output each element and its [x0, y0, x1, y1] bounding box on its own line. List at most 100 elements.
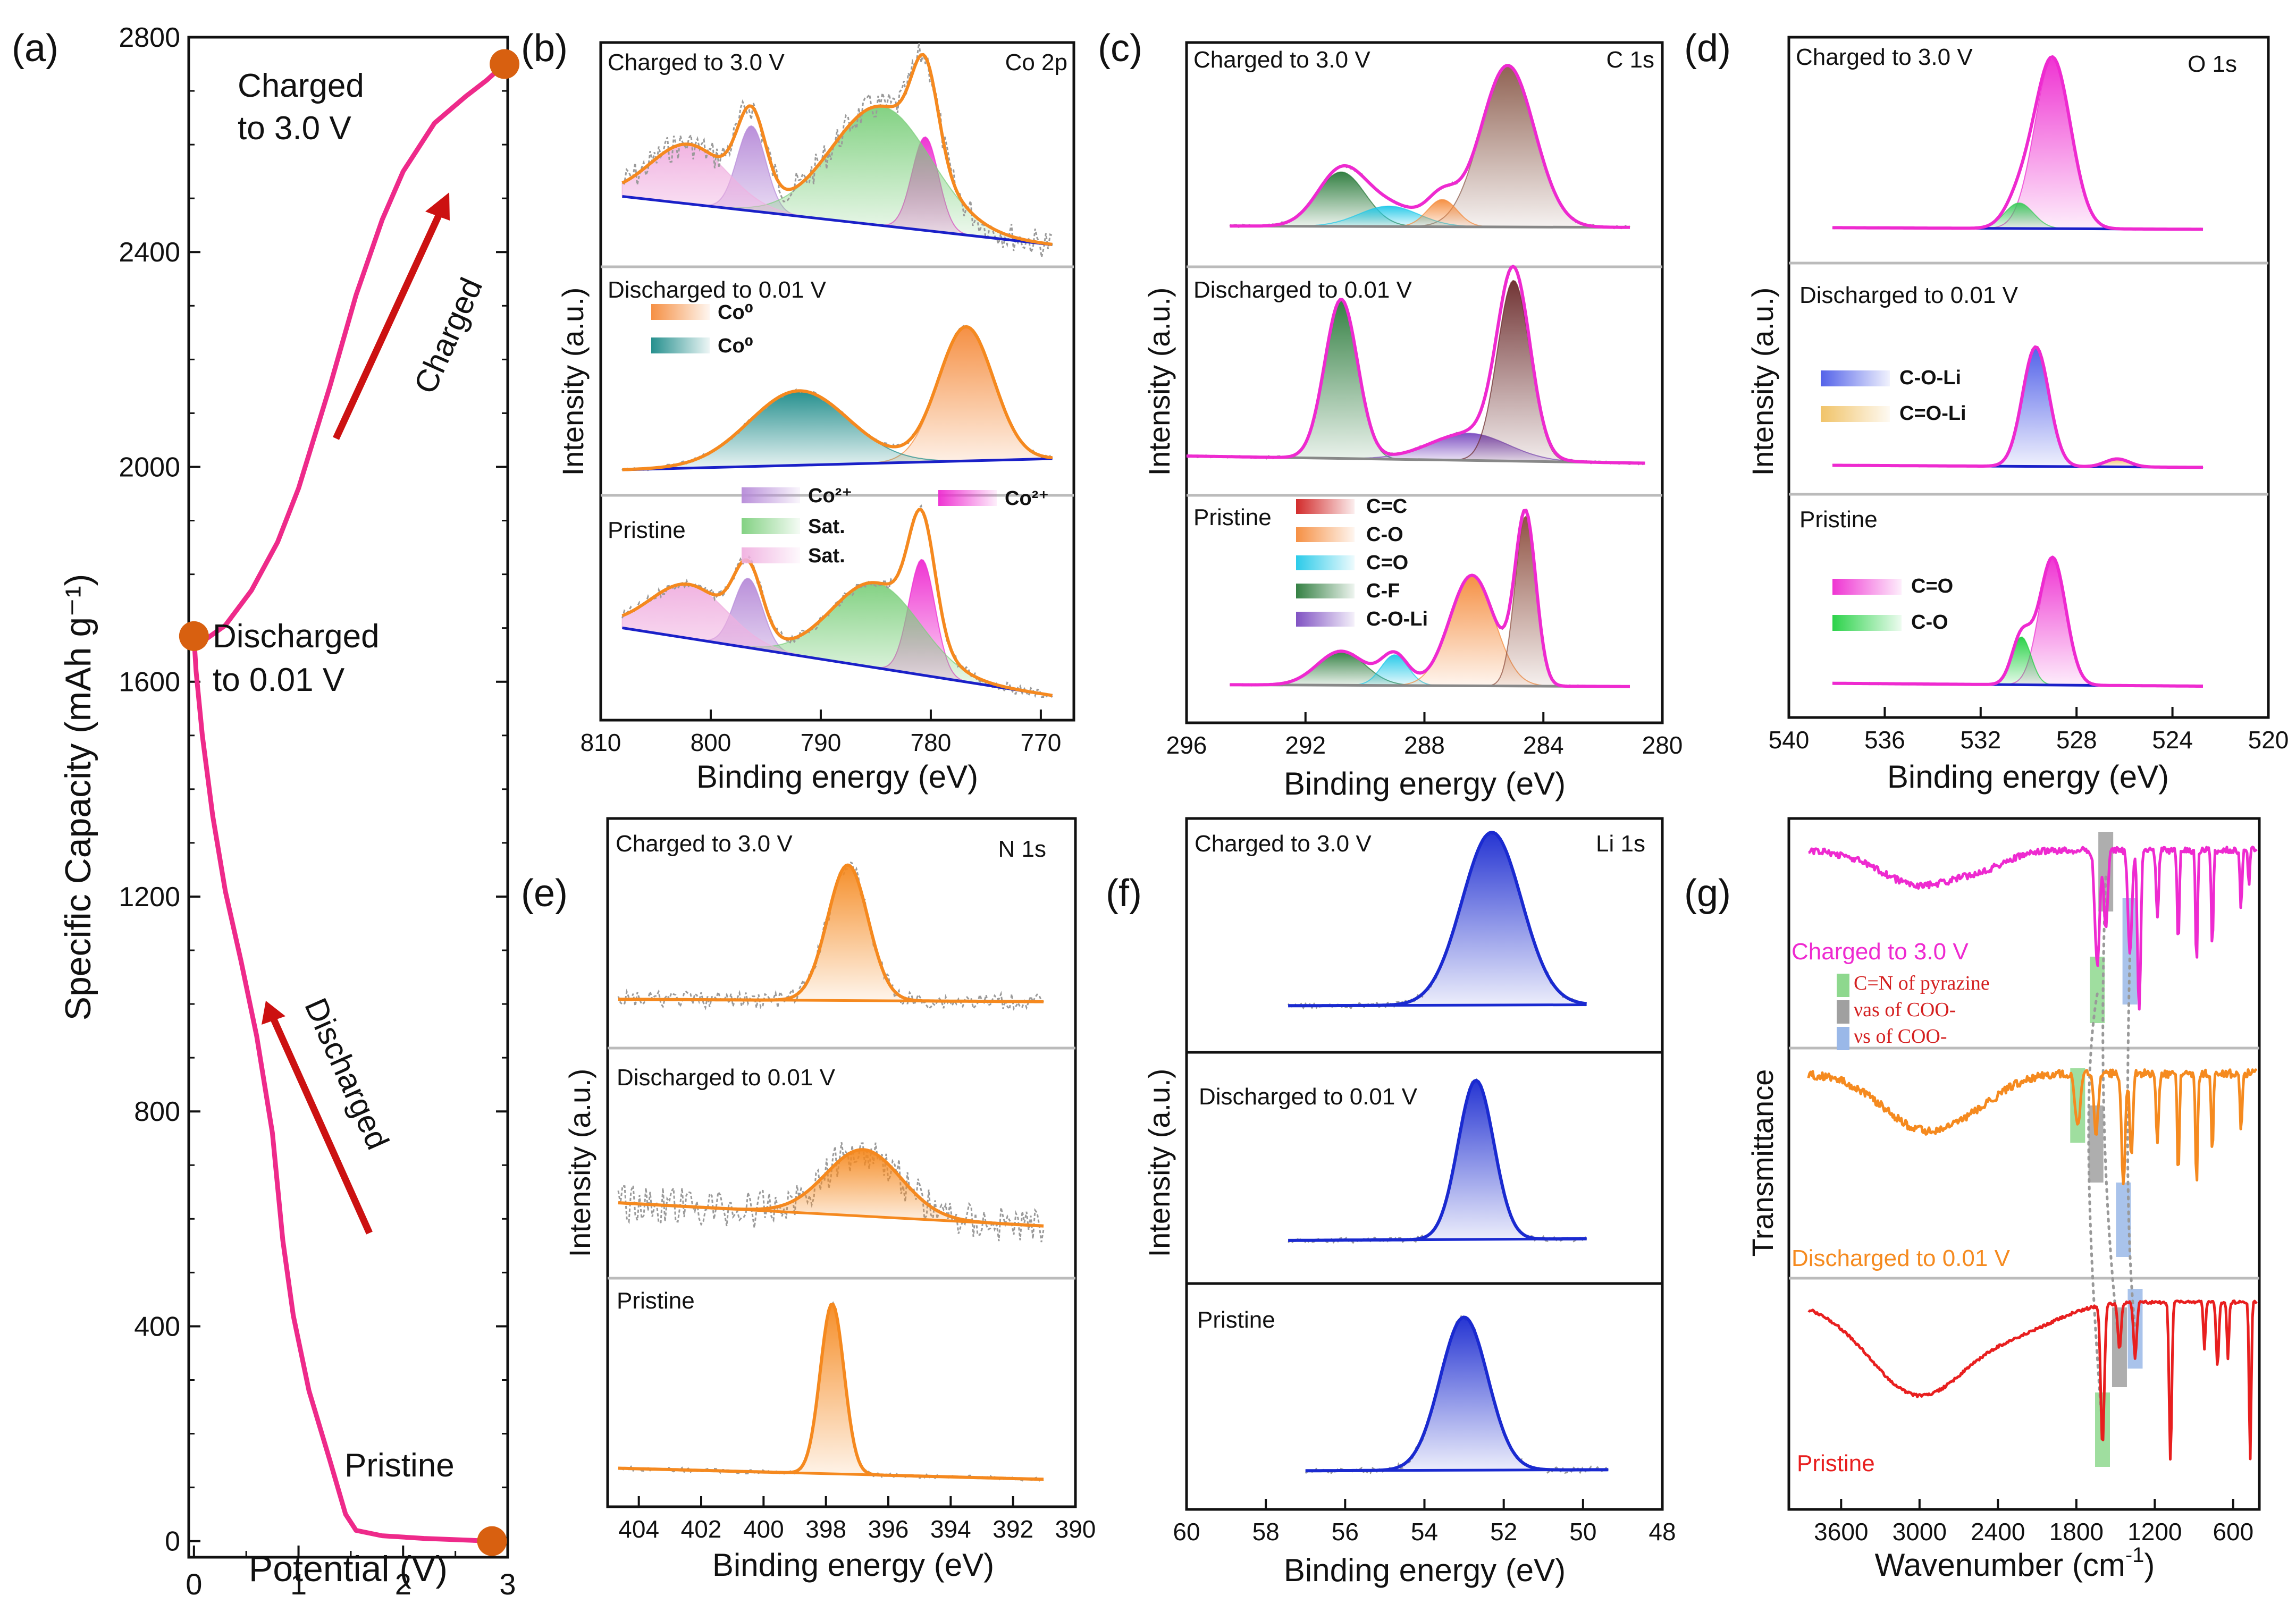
panel-f-y-label: Intensity (a.u.)	[1142, 1069, 1176, 1257]
panel-e-x-ticks: 404 402 400 398 396 394 392 390	[618, 1496, 1096, 1543]
co2p-discharged	[621, 324, 1053, 473]
panel-f-letter: (f)	[1106, 872, 1142, 915]
discharge-curve	[191, 636, 492, 1544]
panel-d-pristine-label: Pristine	[1799, 506, 1878, 533]
x-tick-label: 3	[499, 1567, 516, 1601]
envelope-fit	[1230, 64, 1630, 229]
ftir-band-legend: C=N of pyrazine νas of COO- νs of COO-	[1837, 972, 1990, 1050]
legend-swatch	[651, 337, 710, 353]
legend-label: C=C	[1366, 495, 1407, 518]
panel-b: (b) 810 800 790 780 770 Charged to 3.0 V Co …	[521, 27, 1075, 795]
fit-component	[1186, 299, 1645, 464]
peak-area	[618, 865, 1044, 1002]
baseline	[1230, 224, 1630, 229]
panel-e-element: N 1s	[998, 836, 1046, 862]
ftir-spectrum	[1808, 846, 2258, 1011]
legend-label: C-O-Li	[1366, 608, 1428, 630]
panel-f-x-label: Binding energy (eV)	[1284, 1552, 1566, 1588]
li1s-spectra	[1287, 831, 1609, 1475]
panel-g: (g) 3600 3000 2400 1800 1200 600 Charged to 3…	[1684, 817, 2261, 1583]
legend-label: C=O	[1911, 575, 1953, 597]
c1s-spectra	[1186, 64, 1646, 688]
legend-swatch	[651, 304, 710, 320]
panel-a-x-label: Potential (V)	[249, 1549, 448, 1589]
panel-g-letter: (g)	[1684, 872, 1731, 915]
envelope-fit	[1832, 555, 2203, 688]
x-tick-label: 58	[1252, 1518, 1280, 1546]
panel-e-discharged-label: Discharged to 0.01 V	[617, 1065, 836, 1091]
panel-f-pristine-label: Pristine	[1197, 1307, 1275, 1333]
x-tick-label: 800	[691, 729, 731, 756]
panel-b-pristine-label: Pristine	[608, 517, 686, 543]
y-tick-label: 2000	[119, 452, 180, 483]
legend-swatch	[1296, 527, 1355, 542]
x-tick-label: 52	[1490, 1518, 1517, 1546]
fit-component	[1230, 575, 1630, 687]
x-tick-label: 3000	[1893, 1518, 1947, 1546]
panel-d-x-ticks: 540 536 532 528 524 520	[1769, 707, 2289, 754]
x-tick-label: 296	[1166, 731, 1207, 759]
band-shift-connector	[2126, 950, 2137, 1330]
x-tick-label: 528	[2056, 726, 2097, 754]
panel-e-y-label: Intensity (a.u.)	[563, 1069, 596, 1257]
x-tick-label: 284	[1523, 731, 1564, 759]
charged-label-2: to 3.0 V	[238, 110, 351, 147]
x-tick-label: 532	[1960, 726, 2001, 754]
peak-area	[618, 1304, 1044, 1480]
charged-label-1: Charged	[238, 67, 364, 104]
legend-label: Co⁰	[718, 335, 753, 357]
panel-b-discharged-label: Discharged to 0.01 V	[608, 277, 827, 303]
x-tick-label: 600	[2213, 1518, 2253, 1546]
o1s-charged	[1832, 55, 2204, 231]
panel-b-x-ticks: 810 800 790 780 770	[581, 710, 1061, 756]
panel-b-frame	[599, 41, 1075, 722]
panel-d-x-label: Binding energy (eV)	[1887, 759, 2169, 795]
envelope-fit	[1288, 831, 1587, 1008]
panel-d-element: O 1s	[2188, 51, 2237, 77]
x-tick-label: 60	[1173, 1518, 1200, 1546]
panel-c-letter: (c)	[1098, 27, 1142, 70]
x-tick-label: 398	[805, 1515, 846, 1543]
band-legend-label-2: νas of COO-	[1854, 999, 1956, 1021]
peak-area	[1288, 832, 1587, 1006]
pristine-label: Pristine	[344, 1447, 455, 1484]
band-shift-connector	[2087, 992, 2104, 1431]
x-tick-label: 0	[186, 1567, 202, 1601]
y-tick-label: 1200	[119, 882, 180, 913]
x-tick-label: 394	[930, 1515, 971, 1543]
legend-label: C=O	[1366, 552, 1408, 574]
x-tick-label: 2	[395, 1567, 411, 1601]
state-point	[490, 49, 520, 79]
li1s-charged	[1287, 831, 1587, 1010]
c1s-pristine	[1230, 509, 1630, 688]
raw-data	[617, 1142, 1045, 1243]
panel-c: (c) 296 292 288 284 280 Charged to 3.0 V C 1…	[1098, 27, 1683, 801]
x-tick-label: 288	[1404, 731, 1445, 759]
li1s-discharged	[1288, 1078, 1587, 1244]
c1s-discharged	[1186, 265, 1646, 466]
charged-arrow-label: Charged	[407, 273, 490, 399]
x-tick-label: 2400	[1971, 1518, 2025, 1546]
legend-label: Sat.	[808, 545, 845, 567]
panel-g-x-label: Wavenumber (cm-1)	[1875, 1543, 2155, 1583]
fit-component	[1186, 280, 1645, 464]
x-tick-label: 1800	[2049, 1518, 2104, 1546]
co2p-charged	[621, 43, 1053, 258]
n1s-charged	[617, 860, 1044, 1011]
panel-f-element: Li 1s	[1596, 831, 1645, 857]
band-shift-connector	[2101, 875, 2121, 1349]
legend-swatch	[742, 487, 800, 503]
panel-c-charged-label: Charged to 3.0 V	[1193, 47, 1370, 73]
co2p-spectra	[621, 43, 1053, 698]
legend-label: Co²⁺	[1005, 487, 1049, 510]
panel-b-charged-label: Charged to 3.0 V	[608, 49, 785, 75]
panel-c-x-label: Binding energy (eV)	[1284, 766, 1566, 801]
c1s-charged	[1229, 64, 1630, 230]
panel-a-y-label: Specific Capacity (mAh g⁻¹)	[58, 574, 98, 1021]
panel-d-discharged-label: Discharged to 0.01 V	[1799, 282, 2019, 308]
state-point	[477, 1526, 507, 1556]
ftir-spectrum	[1807, 1299, 2258, 1461]
baseline	[622, 195, 1053, 246]
legend-swatch	[1821, 370, 1890, 386]
